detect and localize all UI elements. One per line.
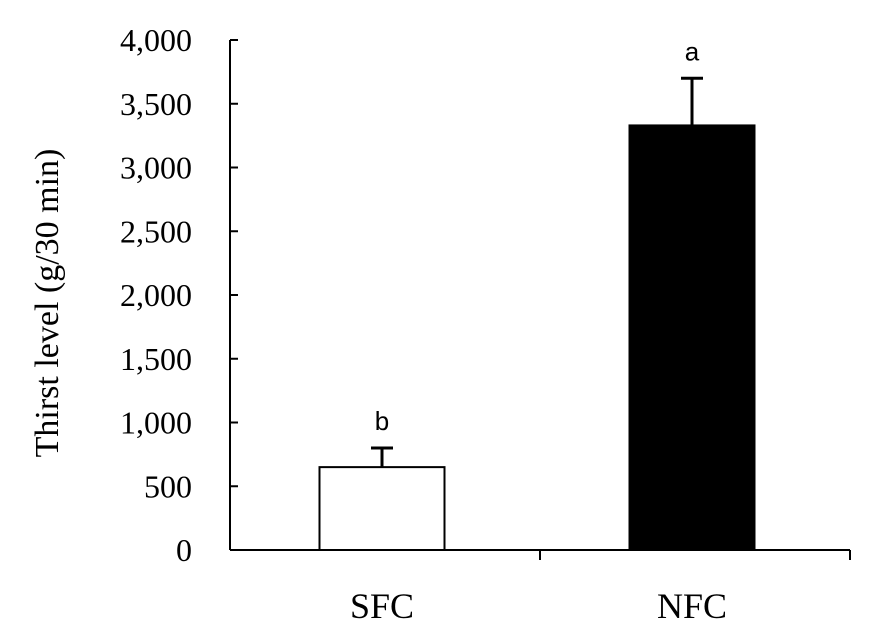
bar [628,124,756,552]
y-axis-label: Thirst level (g/30 min) [29,149,66,458]
y-tick-label: 500 [144,468,192,504]
y-tick-label: 2,000 [120,277,192,313]
significance-letter: a [685,36,700,66]
y-tick-label: 2,500 [120,213,192,249]
significance-letter: b [375,406,389,436]
y-tick-label: 3,500 [120,86,192,122]
y-tick-label: 4,000 [120,22,192,58]
bar [318,466,446,551]
y-tick-label: 1,500 [120,341,192,377]
x-category-label: NFC [657,586,727,626]
y-tick-label: 1,000 [120,405,192,441]
axes: 0 500 1,000 1,500 2,000 2,500 3,000 3,500 4,000 S… [120,22,851,626]
bars: ba [318,36,756,552]
y-tick-label: 3,000 [120,150,192,186]
y-tick-label: 0 [176,532,192,568]
x-category-label: SFC [350,586,414,626]
